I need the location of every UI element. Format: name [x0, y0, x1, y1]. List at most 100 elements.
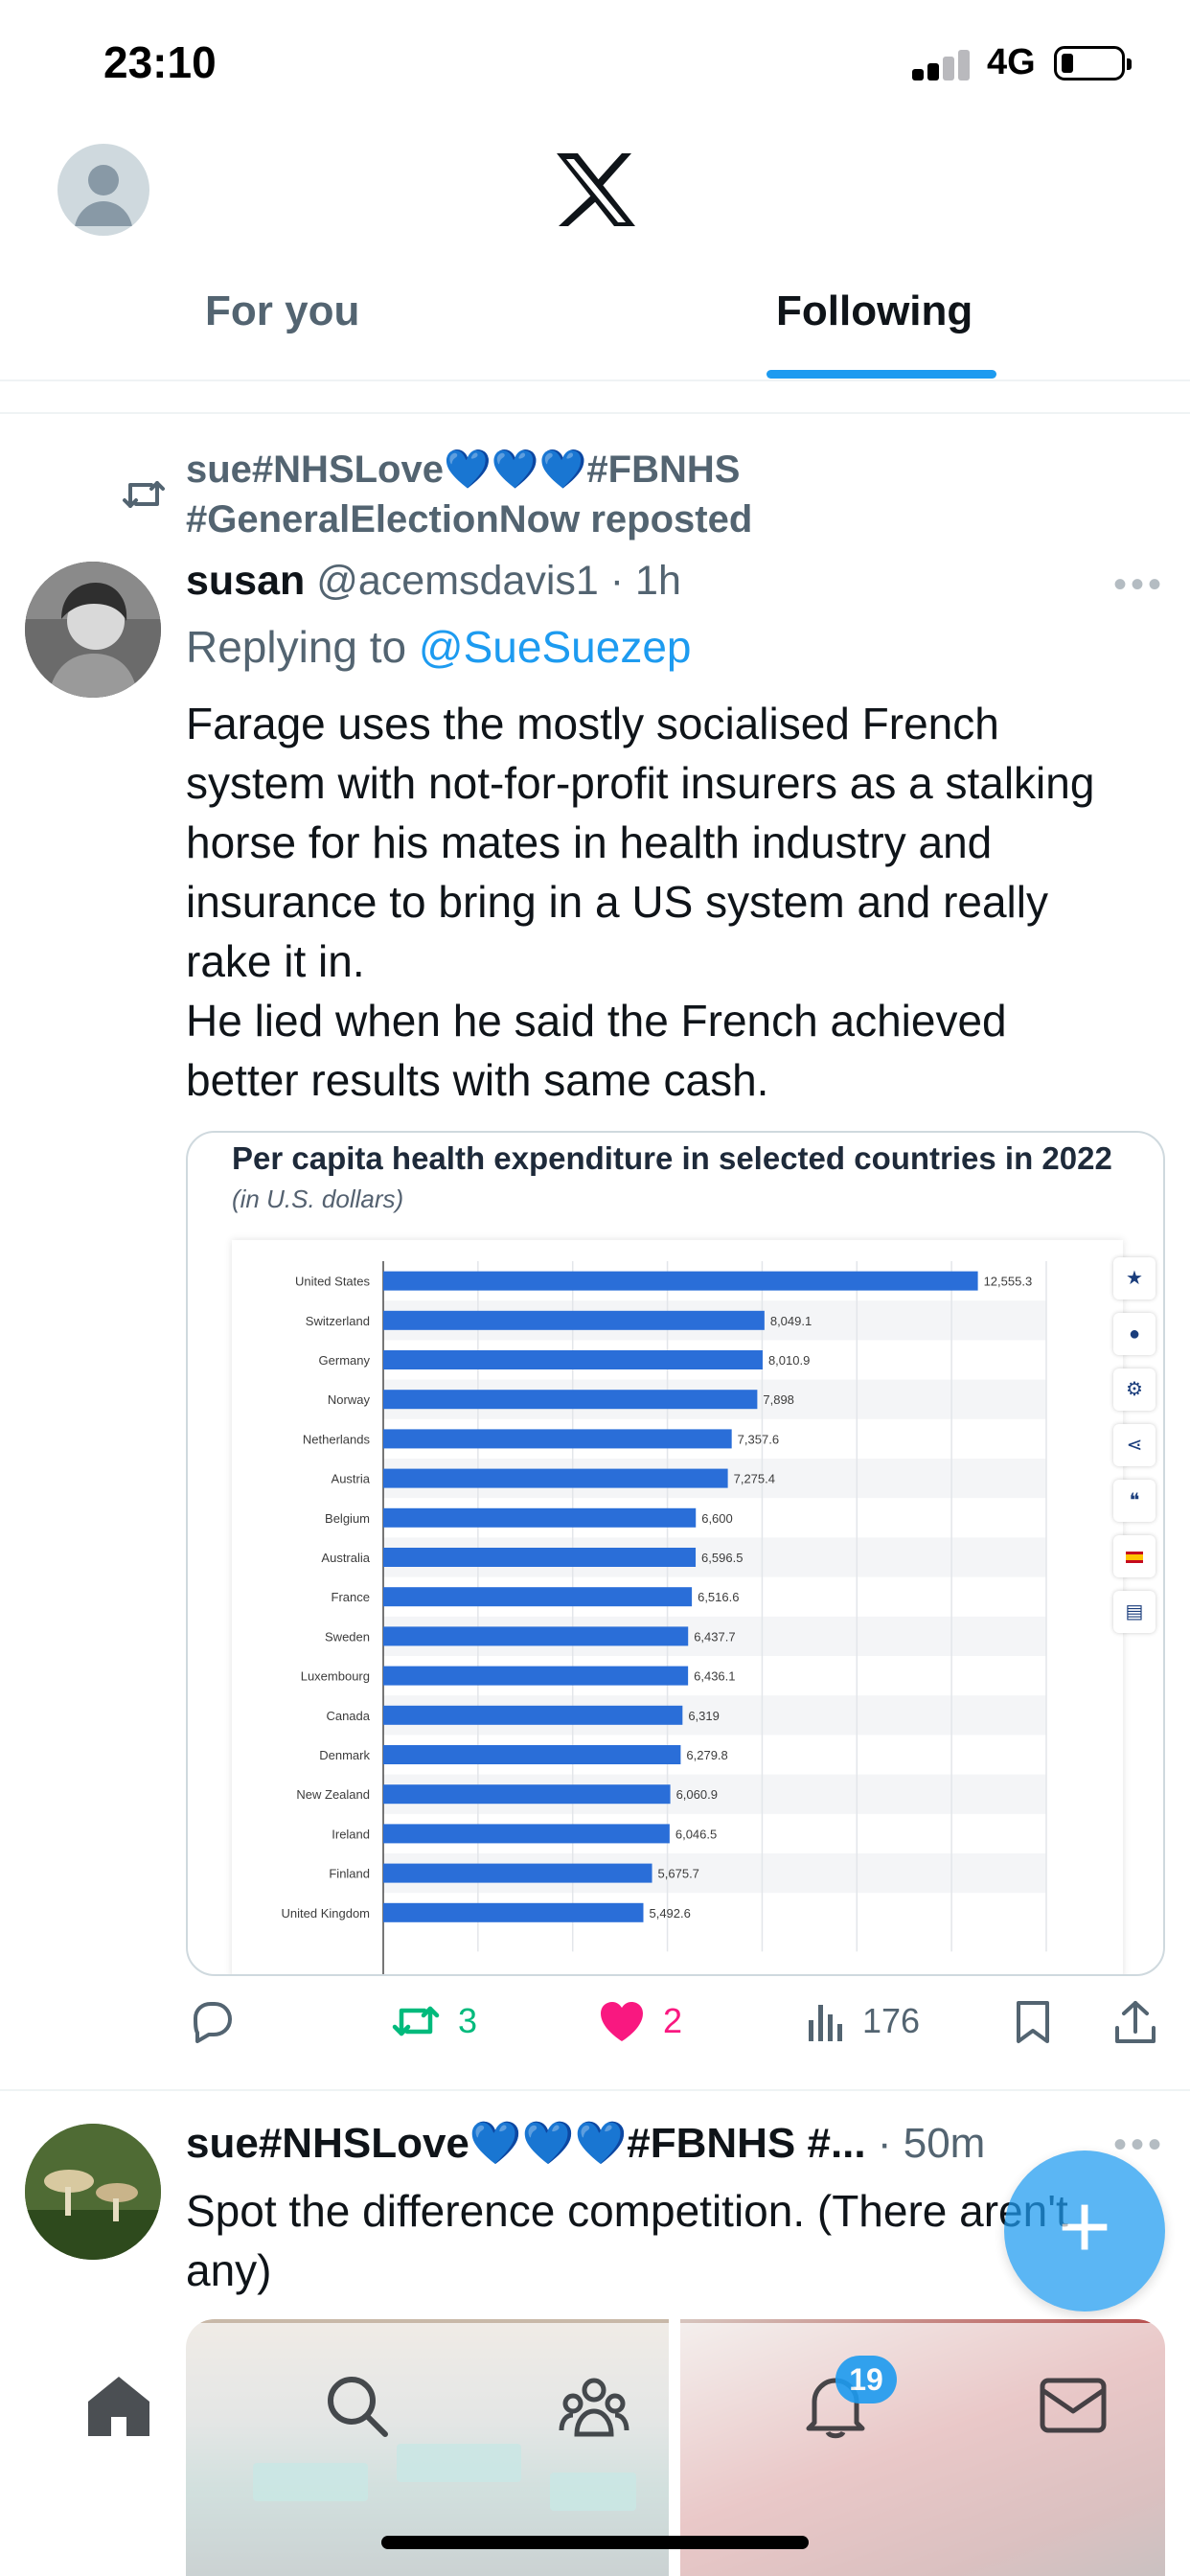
bar [383, 1548, 697, 1567]
bar [383, 1271, 978, 1291]
like-button[interactable]: 2 [598, 1999, 682, 2043]
messages-icon[interactable] [1037, 2369, 1110, 2442]
search-icon[interactable] [320, 2369, 393, 2442]
share-button[interactable] [1113, 1999, 1157, 2045]
tweet-text-line: any) [186, 2245, 272, 2295]
gear-icon[interactable]: ⚙ [1113, 1368, 1156, 1411]
active-tab-indicator [767, 370, 996, 379]
communities-icon[interactable] [558, 2369, 630, 2442]
reply-button[interactable] [188, 1999, 241, 2044]
value-label: 7,275.4 [734, 1472, 775, 1486]
views-button[interactable]: 176 [807, 1999, 920, 2043]
status-time: 23:10 [103, 37, 217, 87]
author-avatar[interactable] [25, 2124, 161, 2260]
author-avatar[interactable] [25, 562, 161, 698]
views-icon [809, 2005, 842, 2042]
tweet-text-line: better results with same cash. [186, 1055, 769, 1105]
value-label: 7,898 [763, 1392, 794, 1407]
category-label: France [332, 1590, 370, 1604]
bar [383, 1429, 732, 1449]
plus-icon: + [1057, 2175, 1112, 2278]
category-label: Canada [326, 1709, 370, 1723]
bar [383, 1863, 652, 1883]
value-label: 6,060.9 [676, 1787, 718, 1802]
bar [383, 1824, 670, 1844]
repost-count: 3 [458, 2001, 478, 2041]
more-options-icon[interactable]: ••• [1113, 564, 1166, 606]
tweet-text: Farage uses the mostly socialised French… [186, 694, 1173, 1110]
value-label: 6,319 [688, 1709, 720, 1723]
notification-badge: 19 [835, 2356, 897, 2404]
value-label: 12,555.3 [984, 1275, 1033, 1289]
replying-to-label: Replying to [186, 622, 419, 672]
tweet-time[interactable]: · 1h [598, 558, 681, 604]
tab-following[interactable]: Following [776, 288, 973, 334]
value-label: 6,596.5 [701, 1551, 743, 1565]
value-label: 5,492.6 [649, 1906, 690, 1920]
share-icon[interactable]: ⋖ [1113, 1424, 1156, 1466]
bar [383, 1745, 681, 1764]
signal-icon [912, 48, 973, 80]
bar [383, 1902, 644, 1922]
x-logo-icon[interactable] [553, 151, 639, 228]
value-label: 6,436.1 [694, 1669, 735, 1684]
reposted-by-label[interactable]: sue#NHSLove💙💙💙#FBNHS #GeneralElectionNow… [186, 448, 753, 540]
category-label: Finland [329, 1867, 370, 1881]
star-icon[interactable]: ★ [1113, 1257, 1156, 1300]
tweet-author-line: sue#NHSLove💙💙💙#FBNHS #... · 50m [186, 2118, 985, 2168]
chart-tools: ★ ● ⚙ ⋖ ❝ ▤ [1113, 1257, 1159, 1646]
repost-button[interactable]: 3 [391, 1999, 477, 2043]
category-label: Denmark [319, 1748, 370, 1762]
value-label: 6,600 [701, 1511, 733, 1526]
home-icon[interactable] [82, 2369, 155, 2442]
divider [0, 412, 1190, 414]
heart-icon [601, 2002, 643, 2042]
category-label: Switzerland [306, 1314, 370, 1328]
tweet-text-line: system with not-for-profit insurers as a… [186, 758, 1095, 808]
value-label: 8,049.1 [770, 1314, 812, 1328]
author-handle[interactable]: @acemsdavis1 [316, 558, 599, 604]
tab-for-you[interactable]: For you [205, 288, 360, 334]
bar [383, 1390, 758, 1410]
share-icon [1115, 2001, 1156, 2043]
value-label: 6,516.6 [698, 1590, 739, 1604]
network-type: 4G [987, 42, 1036, 82]
tweet-text-line: Spot the difference competition. (There … [186, 2186, 1068, 2236]
compose-button[interactable]: + [1004, 2150, 1165, 2312]
bar [383, 1626, 689, 1646]
tweet-time[interactable]: · 50m [865, 2120, 986, 2167]
tweet-author-line: susan @acemsdavis1 · 1h [186, 558, 681, 605]
tweet-text-line: horse for his mates in health industry a… [186, 817, 993, 867]
author-name[interactable]: sue#NHSLove💙💙💙#FBNHS #... [186, 2120, 866, 2167]
bookmark-icon [1017, 2001, 1049, 2043]
category-label: United States [295, 1275, 371, 1289]
profile-avatar[interactable] [57, 144, 149, 236]
tweet-text: Spot the difference competition. (There … [186, 2181, 1144, 2300]
bar [383, 1587, 693, 1607]
status-bar: 23:10 4G [0, 0, 1190, 129]
author-name[interactable]: susan [186, 558, 306, 604]
category-label: Netherlands [303, 1432, 371, 1446]
bell-icon[interactable]: ● [1113, 1313, 1156, 1355]
bookmark-button[interactable] [1014, 1999, 1052, 2045]
category-label: Australia [321, 1551, 370, 1565]
bar-chart: United States 12,555.3 Switzerland 8,049.1 G… [282, 1261, 1047, 1974]
tweet-actions: 3 2 176 [0, 1993, 1190, 2060]
reply-icon [194, 2002, 232, 2044]
bar [383, 1350, 763, 1369]
quote-icon[interactable]: ❝ [1113, 1480, 1156, 1522]
category-label: Sweden [325, 1629, 370, 1644]
chart-subtitle: (in U.S. dollars) [232, 1184, 404, 1213]
bar [383, 1468, 728, 1488]
category-label: Norway [328, 1392, 371, 1407]
bar [383, 1310, 765, 1330]
tweet-media-chart[interactable]: Per capita health expenditure in selecte… [186, 1131, 1165, 1976]
tweet-text-line: insurance to bring in a US system and re… [186, 877, 1048, 927]
chart-panel: United States 12,555.3 Switzerland 8,049.1 G… [232, 1240, 1123, 1974]
value-label: 5,675.7 [658, 1867, 699, 1881]
value-label: 6,046.5 [675, 1827, 717, 1841]
replying-to-mention[interactable]: @SueSuezep [418, 622, 692, 672]
divider [0, 2089, 1190, 2091]
flag-icon[interactable] [1113, 1535, 1156, 1577]
print-icon[interactable]: ▤ [1113, 1591, 1156, 1633]
